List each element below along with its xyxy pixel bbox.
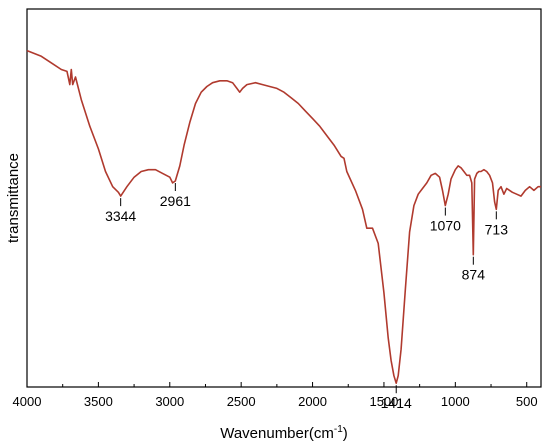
peak-label: 713 [485, 221, 509, 237]
x-tick-label: 1000 [441, 394, 470, 409]
x-tick-label: 2500 [227, 394, 256, 409]
spectrum-line [26, 49, 541, 384]
x-axis-label: Wavenumber(cm-1) [220, 424, 348, 442]
plot-frame [26, 8, 542, 388]
x-tick-label: 500 [516, 394, 538, 409]
plot-area [26, 8, 542, 388]
peak-label: 874 [462, 267, 486, 283]
x-tick-label: 3000 [155, 394, 184, 409]
peak-label: 1070 [430, 218, 461, 234]
x-tick-label: 3500 [84, 394, 113, 409]
peak-annotations: 3344 2961 1414 1070 874 713 [105, 182, 509, 411]
x-tick-label: 2000 [298, 394, 327, 409]
x-tick-label: 1500 [369, 394, 398, 409]
peak-label: 2961 [160, 193, 191, 209]
x-axis-ticks: 4000 3500 3000 2500 2000 1500 1000 500 [13, 382, 538, 409]
peak-label: 1414 [381, 395, 412, 411]
x-tick-label: 4000 [13, 394, 42, 409]
y-axis-label: transmittance [5, 153, 22, 243]
peak-label: 3344 [105, 208, 136, 224]
